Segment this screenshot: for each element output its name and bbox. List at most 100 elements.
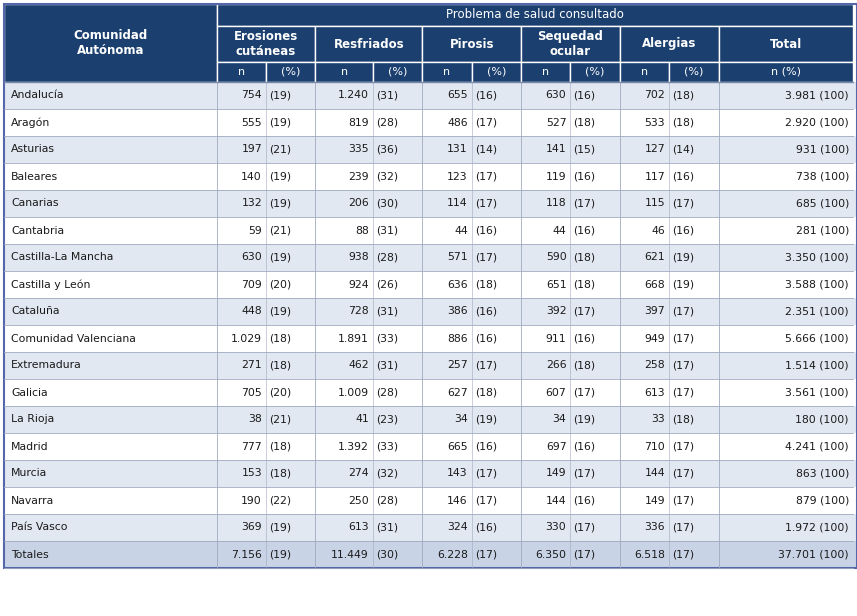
Text: 271: 271 (242, 360, 262, 370)
Text: (20): (20) (269, 280, 291, 290)
Text: (21): (21) (269, 225, 291, 235)
Text: 462: 462 (348, 360, 369, 370)
Text: (19): (19) (269, 522, 291, 532)
Text: 2.920 (100): 2.920 (100) (785, 118, 849, 128)
Text: Murcia: Murcia (11, 469, 47, 479)
Text: (15): (15) (573, 145, 596, 155)
Bar (4, 82, 857, 109)
Text: 141: 141 (546, 145, 566, 155)
Text: (16): (16) (475, 91, 497, 100)
Text: (18): (18) (573, 360, 596, 370)
Text: 911: 911 (546, 333, 566, 344)
Text: (23): (23) (376, 415, 399, 424)
Text: (31): (31) (376, 91, 399, 100)
Text: 705: 705 (241, 387, 262, 397)
Text: 3.588 (100): 3.588 (100) (785, 280, 849, 290)
Text: 710: 710 (644, 442, 665, 452)
Text: (19): (19) (269, 198, 291, 208)
Text: 11.449: 11.449 (331, 549, 369, 559)
Text: 819: 819 (348, 118, 369, 128)
Bar (471, 62, 521, 82)
Text: (19): (19) (269, 307, 291, 317)
Text: 665: 665 (447, 442, 468, 452)
Text: 777: 777 (242, 442, 262, 452)
Text: (30): (30) (376, 198, 399, 208)
Bar (521, 62, 571, 82)
Text: (16): (16) (573, 495, 596, 506)
Text: 4.241 (100): 4.241 (100) (785, 442, 849, 452)
Text: (14): (14) (475, 145, 497, 155)
Text: (18): (18) (475, 387, 497, 397)
Text: (17): (17) (573, 307, 596, 317)
Text: n: n (340, 67, 348, 77)
Bar (4, 460, 857, 487)
Text: 149: 149 (546, 469, 566, 479)
Text: 879 (100): 879 (100) (795, 495, 849, 506)
Text: 127: 127 (644, 145, 665, 155)
Text: (17): (17) (672, 387, 694, 397)
Bar (4, 298, 857, 325)
Bar (373, 62, 423, 82)
Text: 6.228: 6.228 (437, 549, 468, 559)
Text: (17): (17) (672, 442, 694, 452)
Text: (17): (17) (475, 360, 497, 370)
Text: 1.514 (100): 1.514 (100) (785, 360, 849, 370)
Text: (31): (31) (376, 522, 399, 532)
Bar (4, 406, 857, 433)
Text: (32): (32) (376, 171, 399, 182)
Text: (22): (22) (269, 495, 291, 506)
Text: Madrid: Madrid (11, 442, 49, 452)
Text: La Rioja: La Rioja (11, 415, 54, 424)
Bar (266, 62, 315, 82)
Text: 3.561 (100): 3.561 (100) (785, 387, 849, 397)
Text: 527: 527 (546, 118, 566, 128)
Text: (17): (17) (475, 549, 497, 559)
Text: 7.156: 7.156 (231, 549, 262, 559)
Text: Resfriados: Resfriados (333, 38, 405, 51)
Bar (423, 62, 471, 82)
Text: (16): (16) (573, 333, 596, 344)
Text: Asturias: Asturias (11, 145, 55, 155)
Text: Sequedad
ocular: Sequedad ocular (537, 30, 603, 58)
Text: 41: 41 (355, 415, 369, 424)
Text: (18): (18) (573, 253, 596, 262)
Text: Cataluña: Cataluña (11, 307, 59, 317)
Text: (17): (17) (672, 469, 694, 479)
Text: (%): (%) (281, 67, 300, 77)
Text: 1.891: 1.891 (338, 333, 369, 344)
Text: (17): (17) (672, 307, 694, 317)
Text: Galicia: Galicia (11, 387, 48, 397)
Text: 281 (100): 281 (100) (795, 225, 849, 235)
Text: (17): (17) (672, 360, 694, 370)
Text: (16): (16) (475, 442, 497, 452)
Text: (17): (17) (672, 333, 694, 344)
Text: (31): (31) (376, 225, 399, 235)
Text: 6.350: 6.350 (536, 549, 566, 559)
Text: Baleares: Baleares (11, 171, 58, 182)
Text: Pirosis: Pirosis (449, 38, 494, 51)
Text: (17): (17) (573, 387, 596, 397)
Text: 636: 636 (447, 280, 468, 290)
Text: 949: 949 (644, 333, 665, 344)
Text: 486: 486 (447, 118, 468, 128)
Text: 728: 728 (348, 307, 369, 317)
Text: (18): (18) (672, 118, 694, 128)
Text: (18): (18) (573, 280, 596, 290)
Bar (620, 26, 718, 62)
Text: (16): (16) (573, 171, 596, 182)
Text: (16): (16) (475, 333, 497, 344)
Bar (669, 62, 718, 82)
Text: (18): (18) (573, 118, 596, 128)
Text: (17): (17) (672, 198, 694, 208)
Text: (%): (%) (388, 67, 407, 77)
Bar (718, 62, 853, 82)
Text: (31): (31) (376, 307, 399, 317)
Text: 697: 697 (546, 442, 566, 452)
Text: (18): (18) (269, 360, 291, 370)
Text: (18): (18) (672, 415, 694, 424)
Text: Castilla-La Mancha: Castilla-La Mancha (11, 253, 113, 262)
Text: 250: 250 (348, 495, 369, 506)
Bar (521, 26, 620, 62)
Text: 621: 621 (644, 253, 665, 262)
Text: (17): (17) (672, 495, 694, 506)
